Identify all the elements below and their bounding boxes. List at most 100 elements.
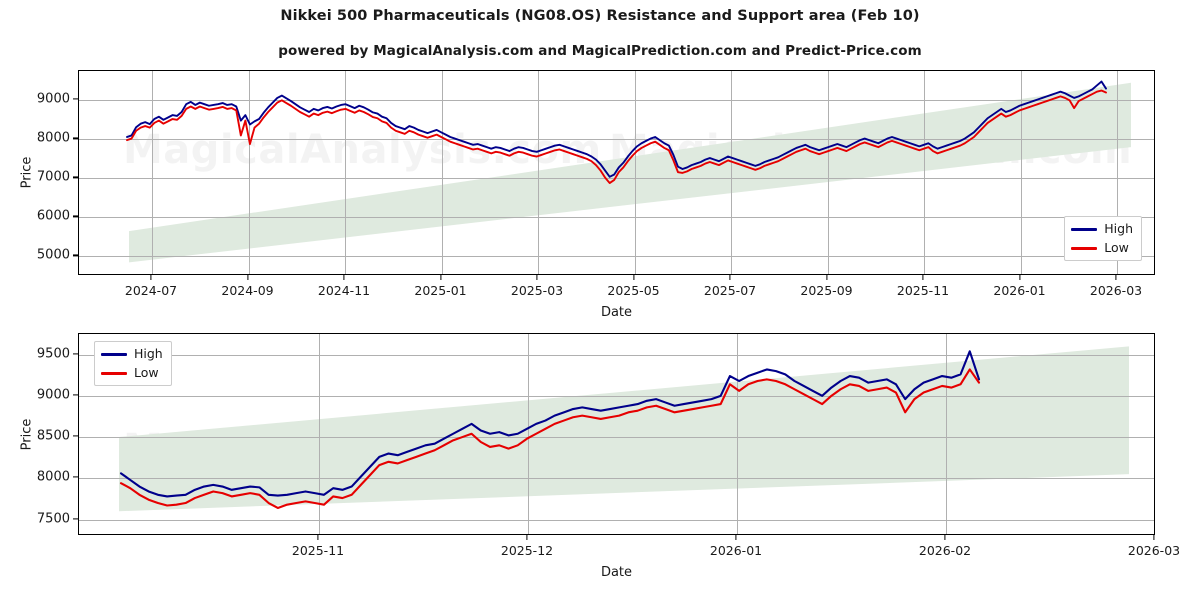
y-tick-mark (73, 137, 78, 139)
y-tick-label: 6000 (36, 208, 70, 224)
upper-series-lines (79, 71, 1154, 274)
x-tick-label: 2026-03 (1127, 543, 1181, 558)
gridline-vertical (538, 71, 539, 274)
x-tick-label: 2025-03 (510, 283, 564, 298)
gridline-vertical (152, 71, 153, 274)
gridline-horizontal (79, 139, 1154, 141)
x-tick-label: 2024-11 (317, 283, 371, 298)
x-tick-label: 2024-07 (124, 283, 178, 298)
gridline-vertical (827, 71, 829, 274)
gridline-horizontal (79, 178, 1154, 180)
x-tick-mark (1153, 535, 1155, 540)
y-tick-mark (73, 476, 78, 478)
y-tick-mark (73, 353, 78, 355)
x-tick-mark (729, 275, 731, 280)
gridline-vertical (737, 334, 738, 534)
gridline-vertical (924, 71, 925, 274)
lower-y-axis-label: Price (19, 418, 35, 451)
x-tick-label: 2025-01 (414, 283, 467, 298)
y-tick-mark (73, 254, 78, 257)
y-tick-label: 9000 (36, 387, 70, 403)
gridline-vertical (345, 71, 346, 274)
lower-plot-frame: MagicalAnalysis.com MagicalPrediction.co… (78, 333, 1155, 535)
x-tick-label: 2025-11 (291, 543, 345, 558)
legend-swatch-high (1071, 227, 1098, 231)
y-tick-mark (73, 517, 78, 520)
legend-swatch-high (101, 352, 127, 356)
gridline-horizontal (79, 478, 1154, 480)
y-tick-label: 7000 (36, 169, 70, 185)
x-tick-label: 2025-12 (500, 543, 554, 558)
series-line-high (119, 350, 981, 498)
legend-item-low[interactable]: Low (101, 366, 163, 380)
x-tick-label: 2025-07 (703, 283, 757, 298)
x-tick-label: 2025-05 (607, 283, 660, 298)
x-tick-mark (735, 535, 737, 540)
gridline-horizontal (79, 100, 1154, 102)
x-tick-mark (1115, 275, 1117, 280)
lower-series-lines (79, 334, 1154, 534)
y-tick-mark (73, 176, 78, 178)
x-tick-label: 2025-09 (800, 283, 853, 298)
gridline-vertical (946, 334, 947, 534)
x-tick-label: 2026-01 (709, 543, 763, 558)
gridline-vertical (731, 71, 732, 274)
legend-item-high[interactable]: High (101, 347, 163, 361)
series-line-low (119, 368, 981, 510)
chart-title: Nikkei 500 Pharmaceuticals (NG08.OS) Res… (280, 8, 920, 24)
lower-chart-panel: MagicalAnalysis.com MagicalPrediction.co… (37, 333, 1180, 558)
x-tick-mark (317, 535, 319, 540)
upper-y-axis-label: Price (19, 156, 35, 189)
legend-label-low: Low (1104, 239, 1129, 255)
series-line-low (126, 89, 1107, 185)
legend-label-high: High (1104, 220, 1133, 236)
legend-item-high[interactable]: High (1071, 222, 1133, 236)
upper-legend[interactable]: High Low (1064, 216, 1142, 261)
legend-label-low: Low (134, 364, 159, 380)
y-tick-mark (73, 215, 78, 218)
legend-swatch-low (1071, 246, 1098, 250)
gridline-vertical (528, 334, 529, 534)
gridline-vertical (634, 71, 636, 274)
series-line-high (126, 80, 1107, 178)
upper-x-axis-label: Date (600, 305, 633, 320)
y-tick-label: 8500 (36, 428, 70, 444)
x-tick-mark (825, 275, 828, 280)
legend-label-high: High (134, 345, 163, 361)
y-tick-label: 8000 (36, 130, 70, 146)
legend-swatch-low (101, 371, 127, 375)
x-tick-mark (536, 275, 538, 280)
x-tick-mark (944, 535, 946, 540)
y-tick-mark (73, 98, 78, 100)
y-tick-label: 5000 (36, 247, 70, 263)
y-tick-mark (73, 394, 78, 396)
gridline-vertical (441, 71, 443, 274)
x-tick-label: 2025-11 (896, 283, 950, 298)
x-tick-mark (343, 275, 345, 280)
x-tick-mark (150, 275, 152, 280)
upper-plot-frame: MagicalAnalysis.com MagicalPrediction.co… (78, 70, 1155, 275)
gridline-horizontal (79, 519, 1154, 521)
y-tick-label: 8000 (36, 469, 70, 485)
band-polygon (119, 346, 1129, 512)
gridline-vertical (1117, 71, 1118, 274)
x-tick-label: 2026-03 (1089, 283, 1143, 298)
x-tick-mark (1018, 275, 1021, 280)
x-tick-label: 2024-09 (221, 283, 274, 298)
y-tick-mark (73, 435, 78, 437)
gridline-vertical (319, 334, 320, 534)
y-tick-label: 7500 (36, 511, 70, 526)
x-tick-mark (246, 275, 249, 280)
legend-item-low[interactable]: Low (1071, 241, 1133, 255)
x-tick-mark (526, 535, 528, 540)
gridline-horizontal (79, 437, 1154, 439)
chart-subtitle: powered by MagicalAnalysis.com and Magic… (278, 43, 922, 59)
lower-legend[interactable]: High Low (94, 341, 172, 386)
lower-x-axis-label: Date (600, 565, 633, 580)
x-tick-label: 2026-01 (993, 283, 1046, 298)
x-tick-mark (632, 275, 635, 280)
gridline-vertical (248, 71, 250, 274)
gridline-vertical (1020, 71, 1022, 274)
gridline-horizontal (79, 256, 1154, 258)
gridline-horizontal (79, 395, 1154, 397)
